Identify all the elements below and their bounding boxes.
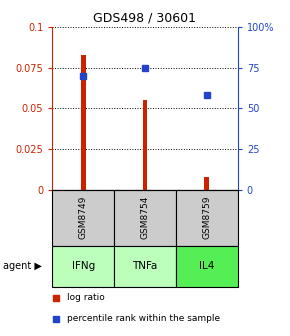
Bar [81, 54, 86, 190]
Bar [114, 190, 176, 246]
Text: IFNg: IFNg [72, 261, 95, 271]
Text: agent ▶: agent ▶ [3, 261, 42, 271]
Text: GSM8749: GSM8749 [79, 196, 88, 239]
Bar [52, 246, 114, 287]
Bar [176, 190, 238, 246]
Bar [52, 190, 114, 246]
Text: TNFa: TNFa [132, 261, 158, 271]
Text: GSM8759: GSM8759 [202, 196, 211, 239]
Text: log ratio: log ratio [67, 293, 105, 302]
Text: GSM8754: GSM8754 [140, 196, 150, 239]
Text: IL4: IL4 [199, 261, 215, 271]
Text: percentile rank within the sample: percentile rank within the sample [67, 314, 220, 323]
Bar [142, 100, 148, 190]
Title: GDS498 / 30601: GDS498 / 30601 [93, 11, 197, 24]
Bar [176, 246, 238, 287]
Bar [204, 177, 209, 190]
Bar [114, 246, 176, 287]
